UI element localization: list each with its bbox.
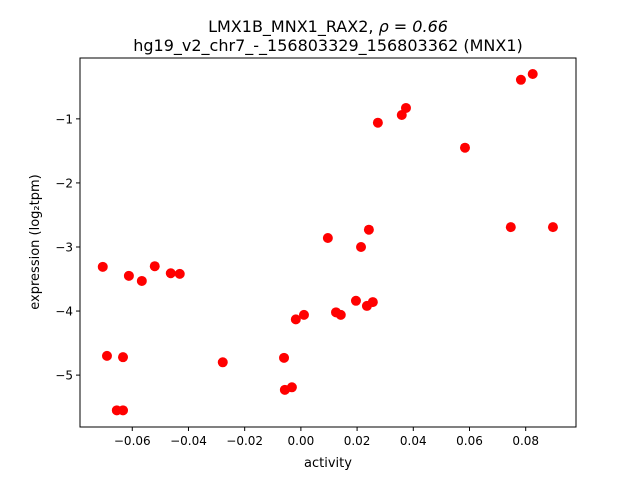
data-point xyxy=(363,224,374,235)
x-axis: −0.06 −0.04 −0.02 0.00 0.02 0.04 0.06 0.08 xyxy=(114,427,539,448)
x-axis-label: activity xyxy=(304,456,352,471)
data-point xyxy=(372,117,383,128)
y-tick-label: −5 xyxy=(55,369,73,383)
data-point xyxy=(165,268,176,279)
x-tick-label: −0.06 xyxy=(114,434,151,448)
x-tick-label: 0.08 xyxy=(512,434,539,448)
data-point xyxy=(367,297,378,308)
data-point xyxy=(97,261,108,272)
points-layer xyxy=(97,69,558,416)
data-point xyxy=(149,261,160,272)
data-point xyxy=(217,357,228,368)
data-point xyxy=(505,222,516,233)
y-tick-label: −3 xyxy=(55,240,73,254)
x-tick-label: 0.02 xyxy=(344,434,371,448)
data-point xyxy=(547,222,558,233)
x-tick-label: 0.06 xyxy=(456,434,483,448)
chart-subtitle: hg19_v2_chr7_-_156803329_156803362 (MNX1… xyxy=(133,36,523,56)
y-axis-label: expression (log₂tpm) xyxy=(28,174,43,309)
y-tick-label: −4 xyxy=(55,305,73,319)
data-point xyxy=(515,74,526,85)
y-axis: −1 −2 −3 −4 −5 xyxy=(55,112,80,383)
data-point xyxy=(290,314,301,325)
data-point xyxy=(286,382,297,393)
chart-title: LMX1B_MNX1_RAX2, ρ = 0.66 xyxy=(208,17,448,37)
y-tick-label: −1 xyxy=(55,112,73,126)
plot-frame xyxy=(79,57,577,428)
data-point xyxy=(322,233,333,244)
x-tick-label: 0.00 xyxy=(288,434,315,448)
data-point xyxy=(174,268,185,279)
data-point xyxy=(350,295,361,306)
data-point xyxy=(527,69,538,80)
data-point xyxy=(101,350,112,361)
y-tick-label: −2 xyxy=(55,176,73,190)
data-point xyxy=(459,142,470,153)
data-point xyxy=(335,309,346,320)
data-point xyxy=(356,241,367,252)
data-point xyxy=(400,102,411,113)
data-point xyxy=(279,352,290,363)
data-point xyxy=(136,275,147,286)
data-point xyxy=(117,405,128,416)
x-tick-label: 0.04 xyxy=(400,434,427,448)
data-point xyxy=(298,309,309,320)
x-tick-label: −0.04 xyxy=(170,434,207,448)
x-tick-label: −0.02 xyxy=(226,434,263,448)
data-point xyxy=(117,352,128,363)
data-point xyxy=(123,270,134,281)
